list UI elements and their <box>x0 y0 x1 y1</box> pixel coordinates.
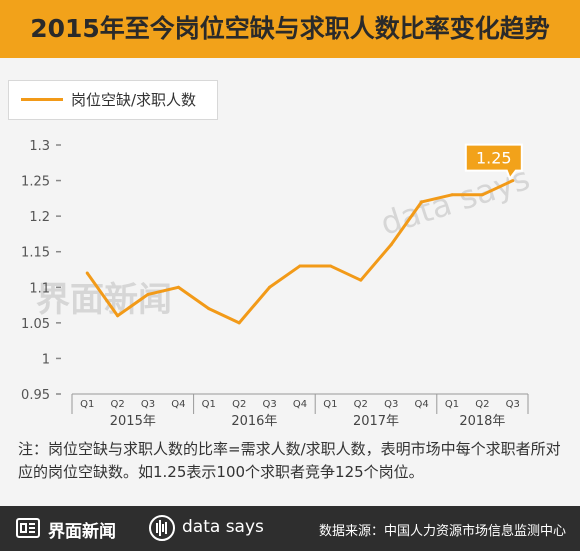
y-tick-label: 1.15 <box>21 246 50 261</box>
x-tick-label: Q4 <box>414 399 428 410</box>
data-point <box>116 314 120 318</box>
x-tick-label: Q1 <box>80 399 94 410</box>
data-point <box>420 200 424 204</box>
legend: 岗位空缺/求职人数 <box>8 80 218 120</box>
data-point <box>450 193 454 197</box>
callout-box <box>464 143 523 181</box>
y-tick-label: 1.1 <box>29 281 50 296</box>
x-tick-label: Q2 <box>110 399 124 410</box>
y-tick-label: 1.25 <box>21 175 50 190</box>
x-tick-label: Q2 <box>232 399 246 410</box>
x-tick-label: Q3 <box>141 399 155 410</box>
datasays-logo-icon <box>149 515 175 541</box>
data-point <box>176 285 180 289</box>
footer-brand-datasays: data says <box>182 517 264 537</box>
x-tick-label: Q1 <box>202 399 216 410</box>
year-label: 2016年 <box>231 414 277 429</box>
y-tick-label: 0.95 <box>21 388 50 403</box>
footnote: 注：岗位空缺与求职人数的比率=需求人数/求职人数，表明市场中每个求职者所对应的岗… <box>18 440 561 481</box>
data-point <box>480 193 484 197</box>
footer-bar: 界面新闻 data says 数据来源：中国人力资源市场信息监测中心 <box>0 506 580 551</box>
x-tick-label: Q1 <box>445 399 459 410</box>
x-tick-label: Q1 <box>323 399 337 410</box>
data-point <box>511 179 515 183</box>
data-point <box>207 307 211 311</box>
y-axis: 1.3 1.25 1.2 1.15 1.1 1.05 1 0.95 <box>21 139 61 403</box>
series-line <box>85 179 514 325</box>
data-point <box>328 264 332 268</box>
year-label: 2015年 <box>110 414 156 429</box>
title-bar <box>0 0 580 58</box>
footer-brand-jiemian: 界面新闻 <box>48 522 116 542</box>
jiemian-logo-icon <box>16 518 40 538</box>
x-tick-label: Q2 <box>475 399 489 410</box>
chart-title: 2015年至今岗位空缺与求职人数比率变化趋势 <box>30 14 550 43</box>
data-source: 数据来源：中国人力资源市场信息监测中心 <box>318 524 566 539</box>
data-point <box>146 292 150 296</box>
y-tick-label: 1.3 <box>29 139 50 154</box>
data-point <box>389 243 393 247</box>
x-tick-label: Q4 <box>171 399 185 410</box>
data-point <box>237 321 241 325</box>
data-point <box>359 278 363 282</box>
x-tick-label: Q3 <box>506 399 520 410</box>
y-tick-label: 1 <box>42 352 50 367</box>
callout: 1.25 <box>464 143 523 181</box>
legend-label: 岗位空缺/求职人数 <box>71 91 197 109</box>
legend-line-swatch <box>21 98 63 101</box>
callout-label: 1.25 <box>476 149 512 168</box>
y-tick-label: 1.05 <box>21 317 50 332</box>
series-group <box>85 179 515 325</box>
x-tick-label: Q3 <box>384 399 398 410</box>
year-label: 2017年 <box>353 414 399 429</box>
data-point <box>268 285 272 289</box>
data-point <box>298 264 302 268</box>
year-label: 2018年 <box>459 414 505 429</box>
x-tick-label: Q2 <box>354 399 368 410</box>
x-tick-label: Q4 <box>293 399 307 410</box>
y-tick-label: 1.2 <box>29 210 50 225</box>
data-point <box>85 271 89 275</box>
x-axis: Q1 Q2 Q3 Q4 Q1 Q2 Q3 Q4 Q1 Q2 Q3 Q4 Q1 Q2 Q3 2015年 2016年… <box>71 393 529 429</box>
x-tick-label: Q3 <box>262 399 276 410</box>
